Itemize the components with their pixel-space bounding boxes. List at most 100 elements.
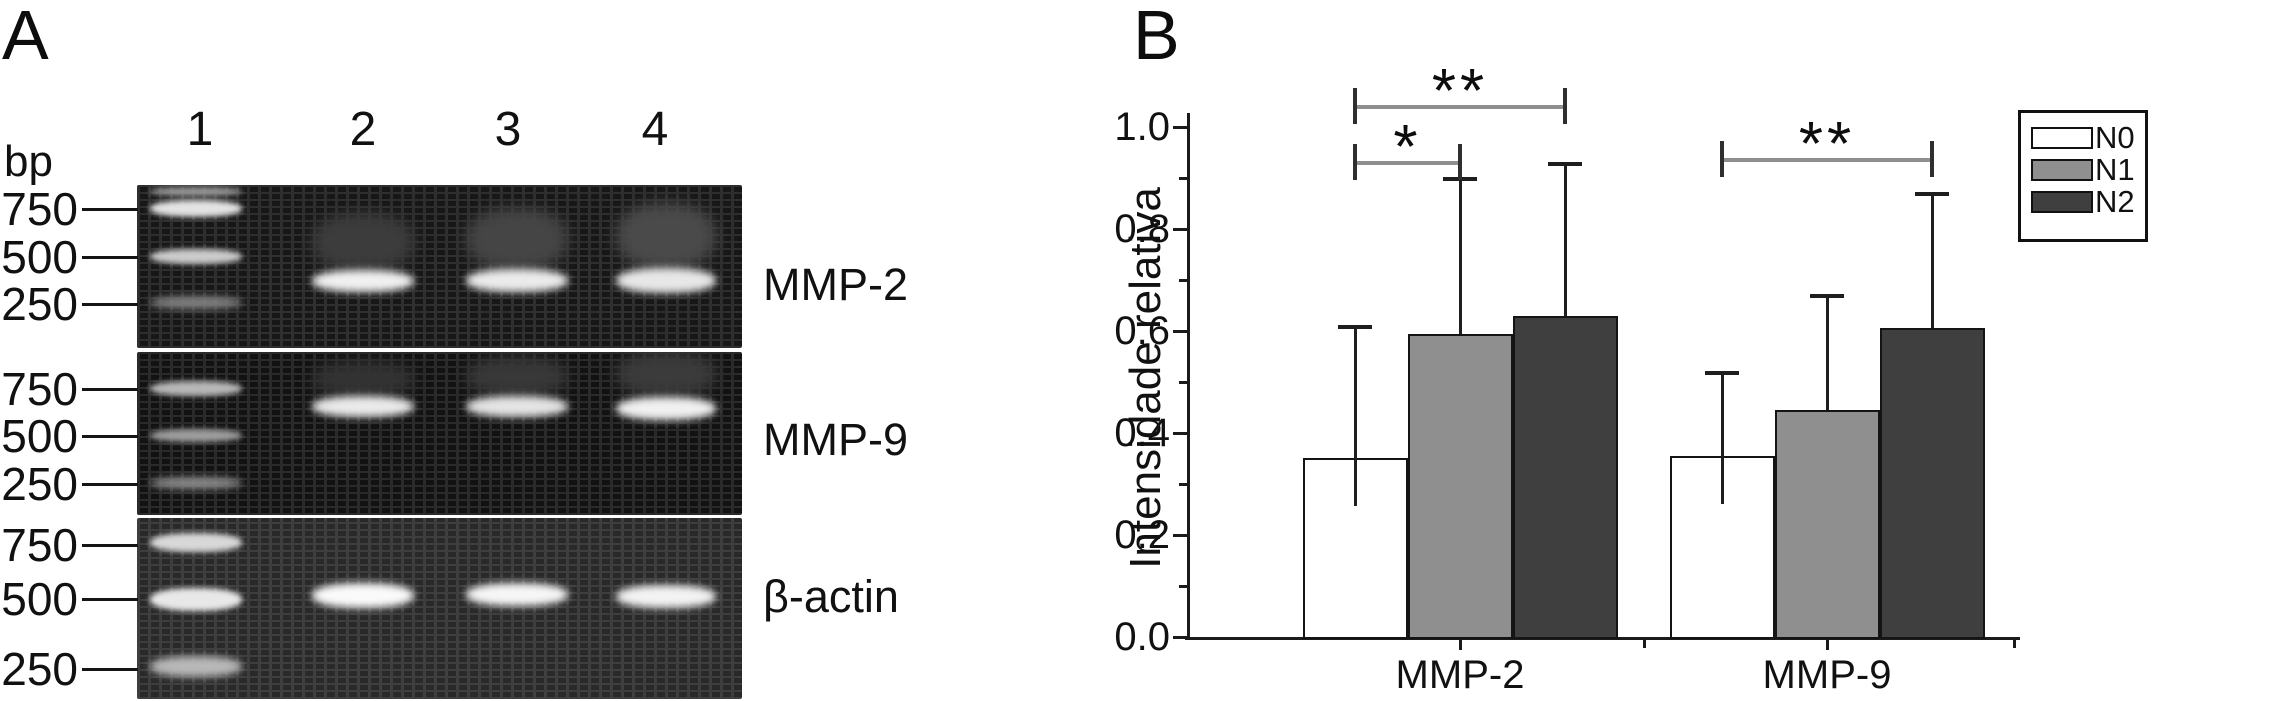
bp-marker-tick <box>82 388 138 391</box>
dna-band <box>616 397 716 420</box>
bar-n2-mmp-2 <box>1512 316 1618 639</box>
bp-marker-label: 750 <box>1 183 78 235</box>
significance-bracket-cap <box>1563 88 1567 124</box>
bar-n0-mmp-9 <box>1669 456 1775 639</box>
y-tick-label: 0.6 <box>1114 309 1170 353</box>
ladder-band <box>150 249 242 264</box>
error-bar-cap <box>1810 294 1844 298</box>
lane-number: 2 <box>349 103 377 156</box>
ladder-band <box>150 656 242 677</box>
bp-marker-tick <box>82 435 138 438</box>
error-bar-cap <box>1915 192 1949 196</box>
bp-marker-tick <box>82 668 138 671</box>
bp-marker-label: 750 <box>1 363 78 415</box>
bar-n1-mmp-9 <box>1774 410 1880 639</box>
dna-band <box>616 268 716 293</box>
dna-band <box>466 208 568 270</box>
error-bar-line <box>1353 326 1357 506</box>
y-minor-tick <box>1179 483 1187 486</box>
dna-band <box>312 362 414 396</box>
panel-b-label: B <box>1133 0 1180 74</box>
y-minor-tick <box>1179 585 1187 588</box>
panel-a-label: A <box>2 0 49 74</box>
x-category-label: MMP-2 <box>1395 653 1525 697</box>
significance-stars: * <box>1393 113 1422 182</box>
bp-marker-label: 500 <box>1 573 78 625</box>
error-bar-cap <box>1705 371 1739 375</box>
dna-band <box>616 585 716 608</box>
significance-bracket-line <box>1722 158 1932 162</box>
error-bar-line <box>1563 163 1567 316</box>
dna-band <box>466 396 568 417</box>
y-minor-tick <box>1179 177 1187 180</box>
legend-label: N2 <box>2095 184 2135 219</box>
ladder-band <box>150 296 242 309</box>
dna-band <box>466 357 568 396</box>
significance-bracket-cap <box>1353 144 1357 180</box>
error-bar-cap <box>1338 325 1372 329</box>
bar-n1-mmp-2 <box>1407 334 1513 639</box>
ladder-band <box>150 381 242 396</box>
y-tick-label: 0.8 <box>1114 207 1170 251</box>
gel-target-label: MMP-9 <box>763 414 908 465</box>
dna-band <box>312 213 414 271</box>
significance-bracket-line <box>1355 161 1460 165</box>
bp-marker-label: 500 <box>1 231 78 283</box>
bp-marker-label: 250 <box>1 458 78 510</box>
dna-band <box>616 203 716 269</box>
y-major-tick <box>1173 534 1187 537</box>
lane-number: 4 <box>641 103 669 156</box>
ladder-band <box>150 187 242 196</box>
x-category-tick <box>1459 640 1462 650</box>
y-tick-label: 0.2 <box>1114 513 1170 557</box>
y-minor-tick <box>1179 279 1187 282</box>
bp-unit-label: bp <box>4 137 53 186</box>
bp-marker-tick <box>82 303 138 306</box>
y-tick-label: 1.0 <box>1114 105 1170 149</box>
error-bar-line <box>1825 295 1829 410</box>
gel-image <box>137 518 742 699</box>
y-axis-line <box>1187 113 1190 640</box>
gel-image <box>137 185 742 348</box>
y-major-tick <box>1173 126 1187 129</box>
dna-band <box>616 352 716 396</box>
gel-image <box>137 352 742 515</box>
error-bar-line <box>1720 372 1724 504</box>
y-major-tick <box>1173 228 1187 231</box>
x-mid-tick <box>1642 640 1646 648</box>
legend-swatch-n2 <box>2031 191 2093 213</box>
legend-swatch-n1 <box>2031 159 2093 181</box>
bp-marker-tick <box>82 483 138 486</box>
bp-marker-label: 250 <box>1 278 78 330</box>
legend-label: N0 <box>2095 120 2135 155</box>
y-tick-label: 0.0 <box>1114 615 1170 659</box>
bp-marker-label: 500 <box>1 410 78 462</box>
bar-n2-mmp-9 <box>1879 328 1985 639</box>
error-bar-line <box>1930 193 1934 328</box>
x-category-tick <box>1826 640 1829 650</box>
bp-marker-tick <box>82 208 138 211</box>
significance-bracket-cap <box>1930 141 1934 177</box>
bp-marker-tick <box>82 256 138 259</box>
bp-marker-label: 750 <box>1 519 78 571</box>
bp-marker-label: 250 <box>1 643 78 695</box>
gel-target-label: MMP-2 <box>763 259 908 310</box>
y-minor-tick <box>1179 381 1187 384</box>
significance-bracket-line <box>1355 105 1565 109</box>
y-major-tick <box>1173 636 1187 639</box>
ladder-band <box>150 200 242 217</box>
y-tick-label: 0.4 <box>1114 411 1170 455</box>
dna-band <box>312 396 414 417</box>
error-bar-cap <box>1548 162 1582 166</box>
bp-marker-tick <box>82 598 138 601</box>
ladder-band <box>150 588 242 611</box>
dna-band <box>312 270 414 292</box>
dna-band <box>312 583 414 608</box>
dna-band <box>466 583 568 606</box>
ladder-band <box>150 429 242 442</box>
legend-swatch-n0 <box>2031 127 2093 149</box>
gel-target-label: β-actin <box>763 571 899 622</box>
ladder-band <box>150 533 242 552</box>
y-major-tick <box>1173 432 1187 435</box>
